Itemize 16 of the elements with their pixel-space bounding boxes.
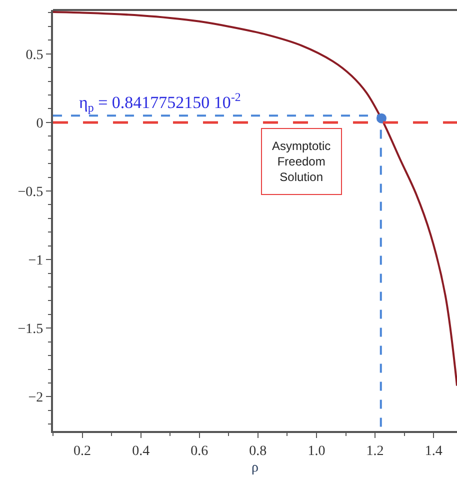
y-tick-label: 0.5 [26,48,44,63]
annotation: Asymptotic Freedom Solution [272,139,331,184]
x-axis-title: ρ [252,460,258,476]
x-tick-label: 1.2 [366,444,384,459]
y-tick-label: −1 [28,253,44,268]
x-tick-label: 1.4 [424,444,442,459]
x-tick-label: 0.2 [74,444,92,459]
annotation: η$_{p}$ = 0.8417752150 10$^{-2}$ [79,90,241,115]
x-tick-label: 1.0 [308,444,326,459]
y-tick-label: −2 [28,390,44,406]
x-tick-label: 0.4 [132,444,150,459]
y-tick-label: −0.5 [18,184,44,200]
x-tick-label: 0.6 [190,444,208,459]
x-tick-label: 0.8 [249,444,267,459]
y-tick-label: −1.5 [18,322,44,338]
y-tick-label: 0 [36,116,44,132]
